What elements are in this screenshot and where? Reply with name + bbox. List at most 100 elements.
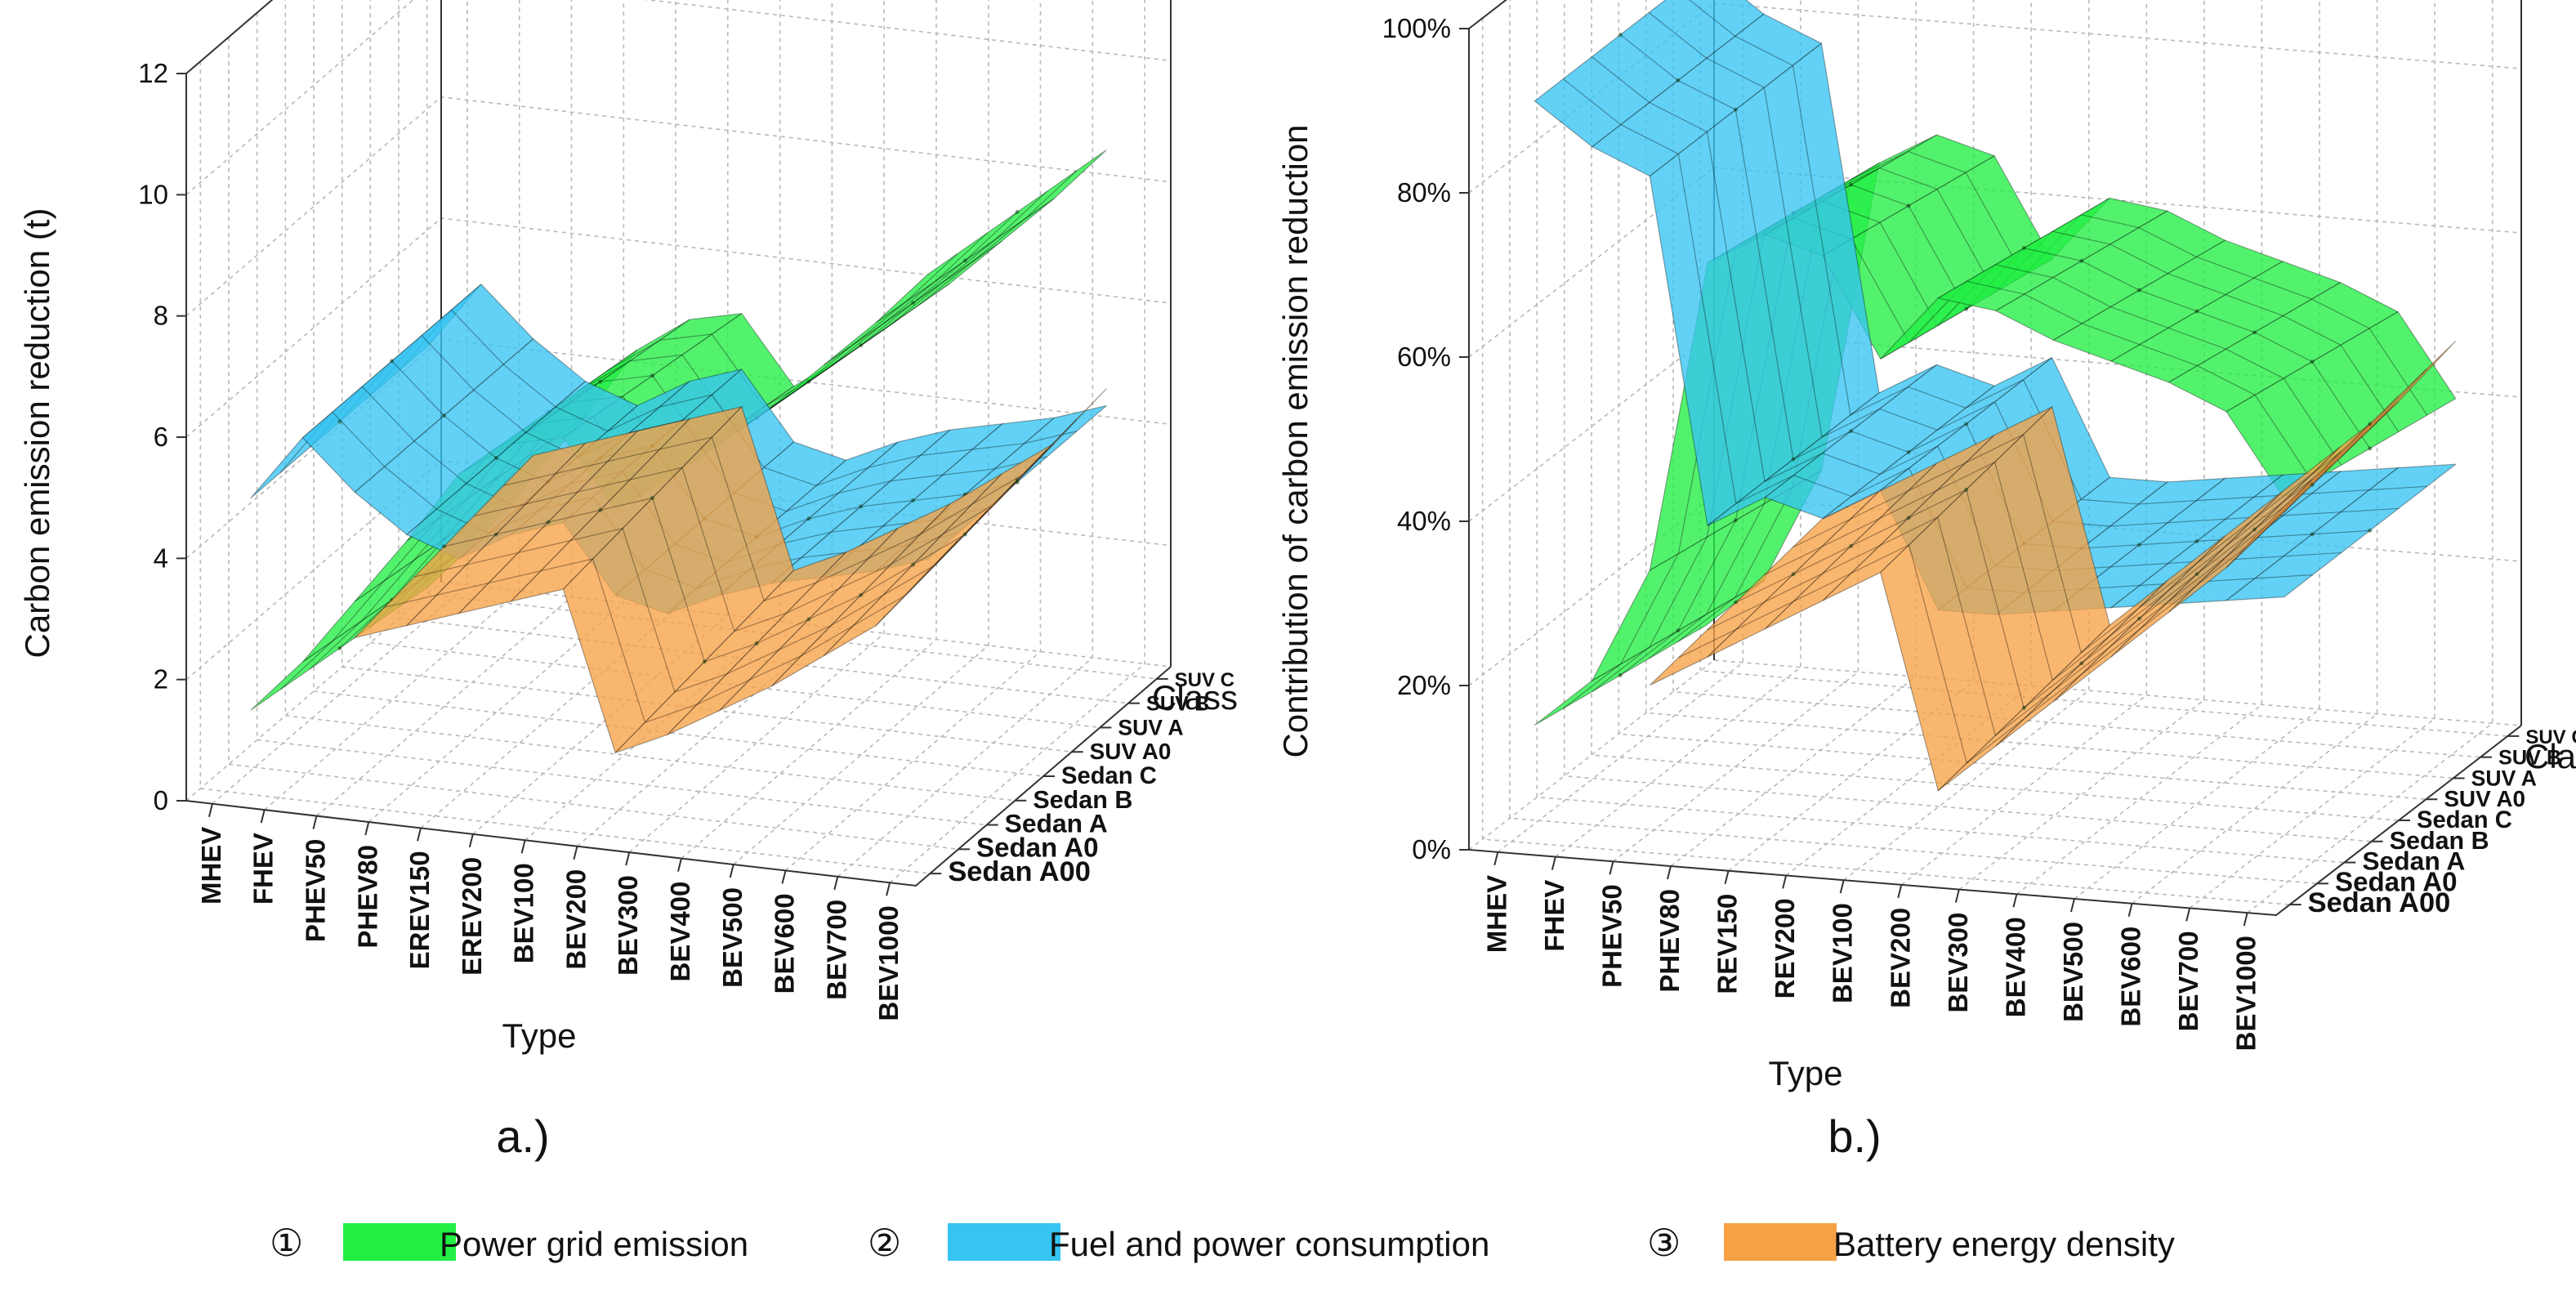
mesh-line bbox=[2052, 646, 2111, 692]
mesh-line bbox=[920, 503, 973, 535]
type-tick-label: BEV1000 bbox=[873, 905, 904, 1021]
type-tick-label: BEV100 bbox=[509, 863, 539, 963]
mesh-line bbox=[2254, 395, 2314, 482]
class-tick-label: Sedan C bbox=[1061, 763, 1157, 789]
tick-mark bbox=[1493, 851, 1499, 866]
mesh-line bbox=[2196, 518, 2255, 565]
surfaces bbox=[250, 150, 1107, 754]
type-tick-label: REV150 bbox=[1712, 894, 1743, 994]
mesh-line bbox=[339, 599, 393, 649]
mesh-line bbox=[630, 467, 683, 480]
mesh-line bbox=[1821, 409, 1880, 438]
mesh-line bbox=[2196, 310, 2255, 333]
mesh-line bbox=[310, 619, 363, 670]
z-tick-label: 12 bbox=[138, 58, 168, 88]
mesh-line bbox=[570, 528, 623, 542]
tick-mark bbox=[2185, 908, 2191, 922]
mesh-line bbox=[711, 436, 765, 601]
tick-mark bbox=[781, 870, 787, 884]
type-tick-label: PHEV50 bbox=[301, 839, 331, 943]
mesh-line bbox=[2196, 256, 2255, 279]
mesh-line bbox=[2340, 344, 2400, 432]
mesh-line bbox=[697, 679, 750, 705]
mesh-line bbox=[1562, 663, 1622, 709]
mesh-line bbox=[2024, 247, 2082, 261]
mesh-line bbox=[503, 472, 556, 486]
data-point bbox=[1733, 600, 1738, 605]
mesh-line bbox=[808, 345, 862, 382]
mesh-line bbox=[860, 302, 913, 346]
data-point bbox=[2310, 482, 2315, 487]
data-point bbox=[337, 419, 342, 424]
tick-mark bbox=[260, 809, 266, 824]
mesh-line bbox=[786, 360, 839, 398]
mesh-line bbox=[786, 588, 839, 614]
mesh-line bbox=[2168, 556, 2226, 602]
legend-swatch-battery bbox=[1724, 1223, 1837, 1261]
mesh-line bbox=[2225, 294, 2284, 317]
mesh-line bbox=[2283, 377, 2342, 466]
type-tick-label: MHEV bbox=[1481, 875, 1511, 953]
tick-mark bbox=[2070, 898, 2075, 913]
tick-mark bbox=[208, 803, 213, 817]
legend: ① Power grid emission ② Fuel and power c… bbox=[270, 1222, 2175, 1264]
mesh-line bbox=[1879, 445, 1938, 476]
mesh-line bbox=[578, 479, 631, 493]
mesh-line bbox=[1966, 717, 2025, 764]
type-tick-label: BEV300 bbox=[613, 875, 643, 976]
mesh-line bbox=[2254, 534, 2313, 538]
mesh-line bbox=[2312, 529, 2370, 535]
tick-mark bbox=[1724, 870, 1730, 884]
x-axis-title: Type bbox=[502, 1016, 576, 1055]
mesh-line bbox=[502, 364, 556, 408]
type-tick-label: BEV300 bbox=[1943, 913, 1973, 1013]
mesh-line bbox=[2051, 635, 2111, 681]
tick-mark bbox=[1782, 875, 1788, 889]
tick-mark bbox=[1551, 856, 1556, 870]
z-tick-label: 4 bbox=[154, 543, 168, 573]
mesh-line bbox=[1763, 87, 1823, 438]
mesh-line bbox=[2197, 365, 2256, 395]
mesh-line bbox=[2138, 500, 2197, 505]
z-axis-title: Carbon emission reduction (t) bbox=[18, 208, 56, 659]
grid-line bbox=[185, 0, 1172, 195]
grid-line bbox=[1563, 0, 2372, 842]
type-axis-ticks: MHEV FHEV PHEV50 PHEV80 EREV150 EREV200 BEV100… bbox=[196, 803, 904, 1021]
series-surface-2 bbox=[353, 388, 1107, 754]
mesh-line bbox=[1822, 545, 1881, 574]
type-tick-label: BEV600 bbox=[2116, 927, 2146, 1027]
legend-item-battery: ③ Battery energy density bbox=[1647, 1222, 2175, 1264]
mesh-line bbox=[1793, 572, 1852, 602]
data-point bbox=[754, 641, 759, 646]
mesh-line bbox=[1706, 503, 1765, 614]
mesh-line bbox=[2024, 673, 2083, 719]
legend-swatch-power-grid bbox=[343, 1223, 456, 1261]
mesh-line bbox=[1734, 109, 1794, 460]
tick-mark bbox=[729, 864, 734, 878]
type-tick-label: PHEV80 bbox=[1654, 889, 1685, 993]
mesh-line bbox=[2139, 289, 2198, 312]
mesh-line bbox=[2283, 451, 2342, 513]
mesh-line bbox=[815, 557, 869, 583]
type-tick-label: BEV1000 bbox=[2231, 936, 2261, 1051]
grid-line bbox=[1468, 167, 2522, 358]
data-point bbox=[1791, 457, 1796, 462]
surface-segment bbox=[875, 150, 1107, 324]
mesh-line bbox=[518, 539, 571, 553]
mesh-line bbox=[2197, 539, 2256, 586]
panel-a: 0 2 4 6 8 10 12 MHEV FHEV PHEV50 PHEV80 EREV150 EREV… bbox=[18, 0, 1238, 1162]
grid-line bbox=[1468, 659, 2522, 851]
mesh-line bbox=[2226, 556, 2284, 561]
data-point bbox=[2368, 528, 2373, 533]
mesh-line bbox=[2080, 607, 2140, 654]
mesh-line bbox=[436, 582, 489, 596]
mesh-line bbox=[1591, 56, 1650, 103]
mesh-line bbox=[2138, 563, 2197, 609]
class-tick-label: Sedan A bbox=[2362, 847, 2465, 876]
data-point bbox=[546, 520, 551, 525]
mesh-line bbox=[868, 303, 921, 341]
data-point bbox=[1849, 429, 1854, 434]
mesh-line bbox=[1706, 132, 1766, 482]
mesh-line bbox=[920, 449, 973, 456]
mesh-line bbox=[942, 239, 996, 283]
